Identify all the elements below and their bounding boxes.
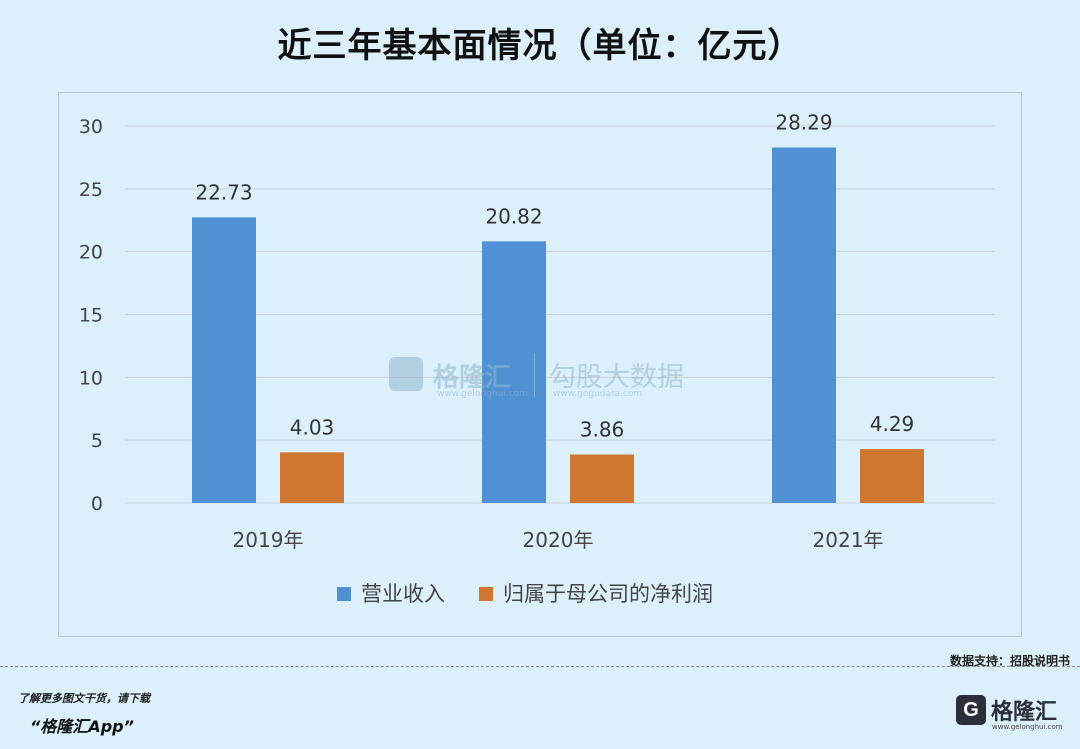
x-tick-label: 2020年 — [523, 528, 594, 552]
data-label: 3.86 — [580, 417, 625, 441]
brand-name: 格隆汇 — [991, 700, 1058, 725]
bar — [772, 147, 836, 503]
brand-logo[interactable]: G 格隆汇 www.gelonghui.com — [956, 692, 1066, 734]
watermark-left-url: www.gelonghui.com — [437, 389, 528, 399]
data-label: 20.82 — [485, 204, 542, 228]
x-tick-label: 2019年 — [233, 528, 304, 552]
y-tick-label: 25 — [79, 179, 103, 201]
legend-label: 营业收入 — [361, 582, 445, 606]
data-label: 28.29 — [775, 110, 832, 134]
watermark-right-url: www.gogudata.com — [553, 389, 643, 399]
bar — [482, 241, 546, 503]
y-tick-label: 0 — [91, 493, 103, 515]
legend-label: 归属于母公司的净利润 — [503, 582, 713, 606]
y-tick-label: 5 — [91, 430, 103, 452]
bar — [570, 454, 634, 503]
x-tick-label: 2021年 — [813, 528, 884, 552]
watermark-divider — [534, 353, 535, 397]
legend-swatch — [337, 587, 351, 601]
bar — [280, 452, 344, 503]
dashed-divider — [0, 666, 1080, 667]
brand-g-icon: G — [956, 695, 986, 725]
y-tick-label: 20 — [79, 242, 103, 264]
watermark-left-text: 格隆汇 — [433, 363, 512, 393]
data-label: 4.29 — [870, 412, 915, 436]
watermark: 格隆汇 www.gelonghui.com 勾股大数据 www.gogudata… — [389, 353, 699, 403]
y-tick-label: 30 — [79, 116, 103, 138]
brand-url: www.gelonghui.com — [992, 723, 1063, 731]
legend-swatch — [479, 587, 493, 601]
bar — [860, 449, 924, 503]
y-tick-label: 15 — [79, 305, 103, 327]
chart-frame: 0 5 10 15 20 25 30 22.73 4.03 2019年 20.82 3.86 2020年… — [58, 92, 1022, 637]
bar — [192, 217, 256, 503]
y-tick-label: 10 — [79, 367, 103, 389]
bar-chart: 0 5 10 15 20 25 30 22.73 4.03 2019年 20.82 3.86 2020年… — [79, 110, 995, 606]
promo-app-name: “格隆汇App” — [30, 717, 134, 736]
watermark-right-text: 勾股大数据 — [549, 362, 684, 393]
data-source: 数据支持：招股说明书 — [949, 654, 1070, 668]
watermark-logo-icon — [389, 357, 423, 391]
promo-text: 了解更多图文干货，请下载 — [18, 692, 150, 705]
data-label: 22.73 — [195, 180, 252, 204]
data-label: 4.03 — [290, 415, 335, 439]
chart-title: 近三年基本面情况（单位：亿元） — [277, 26, 803, 66]
